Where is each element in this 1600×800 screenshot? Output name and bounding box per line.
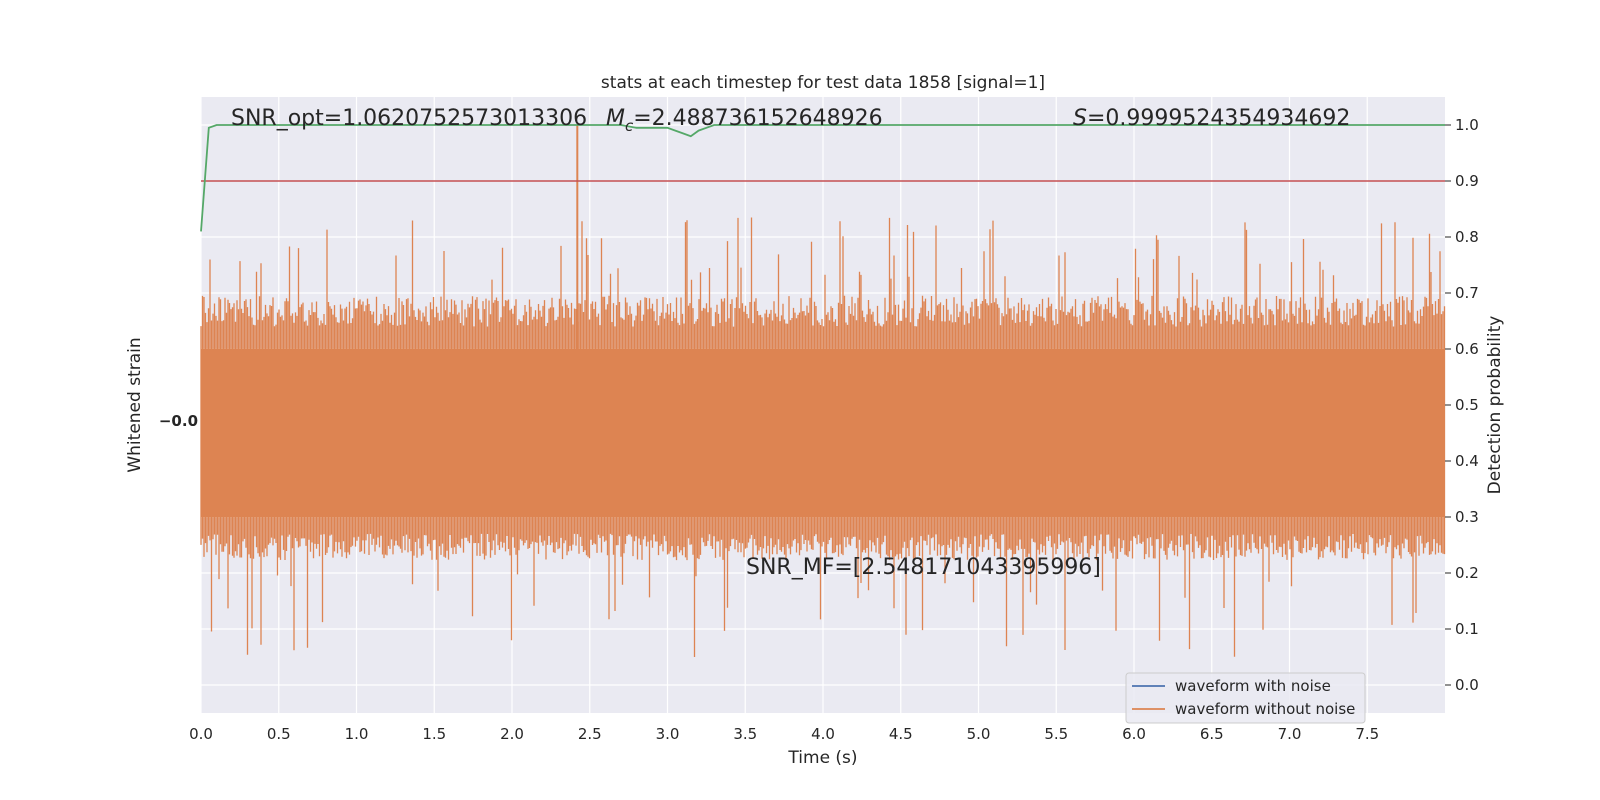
right-tick-label-5: 0.5: [1455, 396, 1479, 414]
chirp-mass-annotation: Mc=2.488736152648926: [606, 106, 883, 135]
x-tick-label-15: 7.5: [1355, 725, 1379, 743]
x-tick-label-13: 6.5: [1200, 725, 1224, 743]
x-tick-label-5: 2.5: [578, 725, 602, 743]
legend-label-without-noise: waveform without noise: [1175, 700, 1355, 718]
right-tick-label-10: 1.0: [1455, 116, 1479, 134]
x-tick-label-14: 7.0: [1278, 725, 1302, 743]
right-tick-label-7: 0.7: [1455, 284, 1479, 302]
legend: waveform with noise waveform without noi…: [1125, 672, 1366, 724]
x-tick-label-4: 2.0: [500, 725, 524, 743]
stat-value: =0.9999524354934692: [1087, 106, 1350, 131]
strain-trace: [200, 217, 1446, 657]
x-tick-label-6: 3.0: [656, 725, 680, 743]
chirp-mass-value: =2.488736152648926: [633, 106, 882, 131]
x-tick-labels: 0.0 0.5 1.0 1.5 2.0 2.5 3.0 3.5 4.0 4.5 5.0 5.5 6.0 6…: [189, 725, 1379, 743]
snr-opt-annotation: SNR_opt=1.0620752573013306: [231, 106, 587, 131]
x-tick-label-8: 4.0: [811, 725, 835, 743]
x-tick-label-1: 0.5: [267, 725, 291, 743]
right-tick-label-3: 0.3: [1455, 508, 1479, 526]
legend-label-with-noise: waveform with noise: [1175, 677, 1331, 695]
x-tick-label-10: 5.0: [967, 725, 991, 743]
legend-box: [1125, 672, 1366, 724]
right-tick-labels: 0.0 0.1 0.2 0.3 0.4 0.5 0.6 0.7 0.8 0.9 1.0: [1445, 116, 1479, 694]
right-tick-label-4: 0.4: [1455, 452, 1479, 470]
snr-mf-annotation: SNR_MF=[2.548171043395996]: [746, 555, 1101, 580]
right-tick-label-1: 0.1: [1455, 620, 1479, 638]
right-tick-label-8: 0.8: [1455, 228, 1479, 246]
stat-annotation: S=0.9999524354934692: [1073, 106, 1350, 131]
stat-symbol: S: [1073, 106, 1087, 131]
x-tick-label-11: 5.5: [1044, 725, 1068, 743]
left-axis-label: Whitened strain: [125, 337, 145, 472]
right-axis-label: Detection probability: [1485, 316, 1505, 495]
right-tick-label-9: 0.9: [1455, 172, 1479, 190]
chirp-mass-subscript: c: [625, 117, 634, 135]
x-tick-label-7: 3.5: [733, 725, 757, 743]
x-tick-label-0: 0.0: [189, 725, 213, 743]
x-tick-label-2: 1.0: [345, 725, 369, 743]
right-tick-label-6: 0.6: [1455, 340, 1479, 358]
strain-series-without-noise: [200, 125, 1446, 657]
right-tick-label-0: 0.0: [1455, 676, 1479, 694]
right-tick-label-2: 0.2: [1455, 564, 1479, 582]
x-tick-label-3: 1.5: [422, 725, 446, 743]
left-axis-tick-labels: −0.0: [159, 412, 198, 430]
chart-title: stats at each timestep for test data 185…: [601, 73, 1045, 93]
detection-probability-line: [200, 124, 1445, 232]
x-tick-label-9: 4.5: [889, 725, 913, 743]
x-axis-label: Time (s): [787, 748, 857, 768]
x-tick-label-12: 6.0: [1122, 725, 1146, 743]
chirp-mass-symbol: M: [606, 106, 625, 131]
